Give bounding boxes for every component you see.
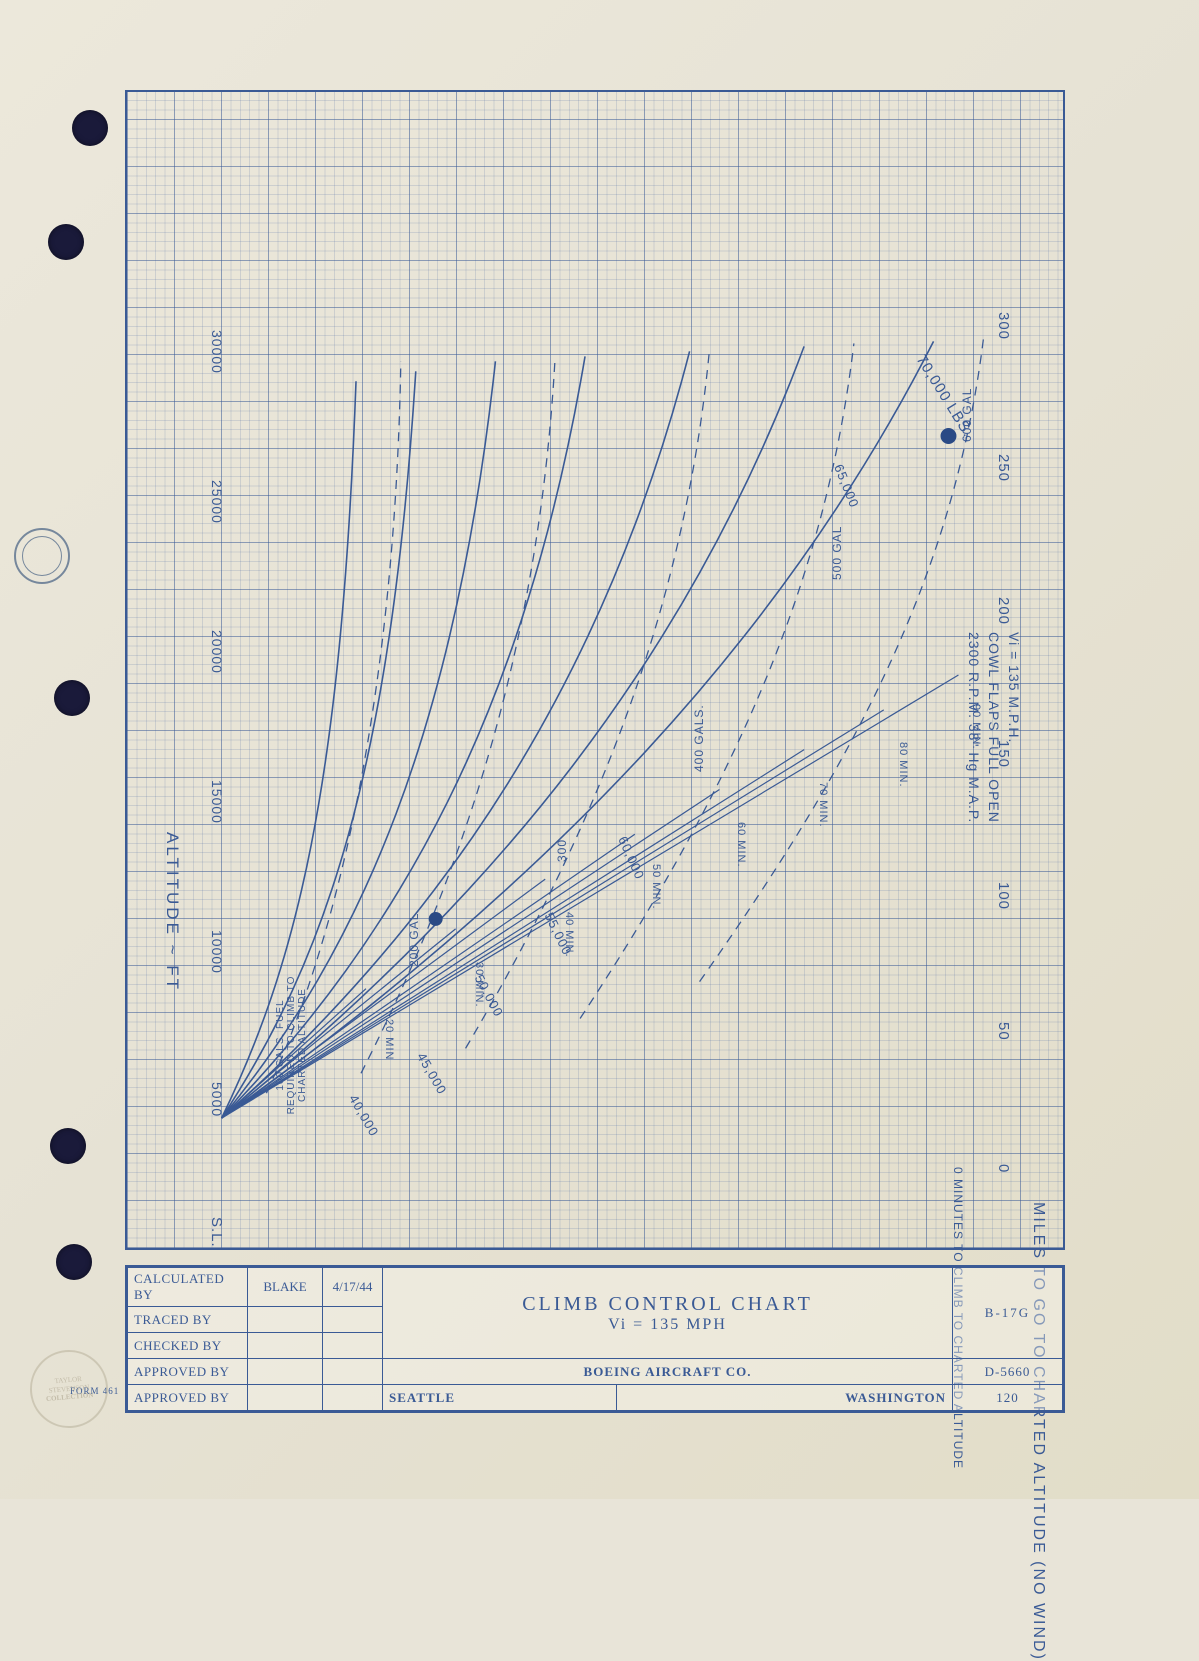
val-approved1-name — [248, 1359, 323, 1385]
aircraft-model: B-17G — [953, 1268, 1063, 1359]
chart-curves — [127, 92, 1063, 1248]
lbl-approved1: APPROVED BY — [128, 1359, 248, 1385]
y-tick-5000: 5000 — [209, 1082, 225, 1117]
x-tick-100: 100 — [995, 882, 1012, 910]
punch-hole — [72, 110, 108, 146]
x-tick-0: 0 — [995, 1164, 1012, 1173]
y-tick-15000: 15000 — [209, 780, 225, 824]
time-label-80: 80 MIN. — [897, 742, 909, 788]
punch-hole — [50, 1128, 86, 1164]
val-approved1-date — [323, 1359, 383, 1385]
x-tick-200: 200 — [995, 597, 1012, 625]
time-label-20: 20 MIN — [383, 1019, 395, 1060]
y-axis-label: ALTITUDE ~ FT — [162, 832, 182, 992]
title-block-table: CALCULATED BY BLAKE 4/17/44 CLIMB CONTRO… — [127, 1267, 1063, 1411]
val-calculated-name: BLAKE — [248, 1268, 323, 1307]
val-traced-date — [323, 1307, 383, 1333]
page-number: 120 — [953, 1385, 1063, 1411]
drawing-subtitle: Vi = 135 MPH — [383, 1316, 952, 1334]
company-city: SEATTLE — [383, 1385, 617, 1411]
val-approved2-date — [323, 1385, 383, 1411]
val-checked-date — [323, 1333, 383, 1359]
punch-hole — [54, 680, 90, 716]
note-vi: Vi = 135 M.P.H. — [1006, 632, 1022, 743]
y-tick-30000: 30000 — [209, 330, 225, 374]
lbl-approved2: APPROVED BY — [128, 1385, 248, 1411]
val-calculated-date: 4/17/44 — [323, 1268, 383, 1307]
note-cowl: COWL FLAPS FULL OPEN — [986, 632, 1002, 823]
time-label-70: 70 MIN. — [817, 782, 829, 828]
y-tick-10000: 10000 — [209, 930, 225, 974]
y-tick-20000: 20000 — [209, 630, 225, 674]
time-label-60: 60 MIN. — [735, 822, 747, 868]
embossed-seal-icon — [14, 528, 70, 584]
lbl-checked: CHECKED BY — [128, 1333, 248, 1359]
fuel-label-400: 400 GALS. — [692, 704, 706, 772]
note-rpm: 2300 R.P.M. 38" Hg M.A.P. — [966, 632, 982, 823]
punch-hole — [48, 224, 84, 260]
fuel-label-200: 200 GAL — [407, 913, 421, 967]
time-label-40: 40 MIN. — [563, 912, 575, 958]
x-tick-300: 300 — [995, 312, 1012, 340]
val-checked-name — [248, 1333, 323, 1359]
y-tick-sl: S.L. — [208, 1217, 225, 1248]
fuel-label-500: 500 GAL — [830, 526, 844, 580]
time-label-30: 30 MIN. — [473, 962, 485, 1008]
x-tick-50: 50 — [995, 1022, 1012, 1041]
company-state: WASHINGTON — [616, 1385, 952, 1411]
punch-hole — [56, 1244, 92, 1280]
company-name: BOEING AIRCRAFT CO. — [383, 1359, 953, 1385]
y-tick-25000: 25000 — [209, 480, 225, 524]
x-tick-250: 250 — [995, 454, 1012, 482]
fuel-label-600: 600 GAL — [960, 388, 974, 442]
fuel-label-300: 300 — [555, 839, 569, 862]
climb-control-chart: S.L. 5000 10000 15000 20000 25000 30000 … — [125, 90, 1065, 1250]
lbl-calculated: CALCULATED BY — [128, 1268, 248, 1307]
time-label-50: 50 MIN. — [650, 864, 662, 910]
title-block: CALCULATED BY BLAKE 4/17/44 CLIMB CONTRO… — [125, 1265, 1065, 1413]
lbl-traced: TRACED BY — [128, 1307, 248, 1333]
val-traced-name — [248, 1307, 323, 1333]
val-approved2-name — [248, 1385, 323, 1411]
fuel-header: 100 GALS. FUEL REQUIRED TO CLIMB TO CHAR… — [275, 970, 308, 1120]
drawing-title: CLIMB CONTROL CHART — [383, 1293, 952, 1316]
document-number: D-5660 — [953, 1359, 1063, 1385]
